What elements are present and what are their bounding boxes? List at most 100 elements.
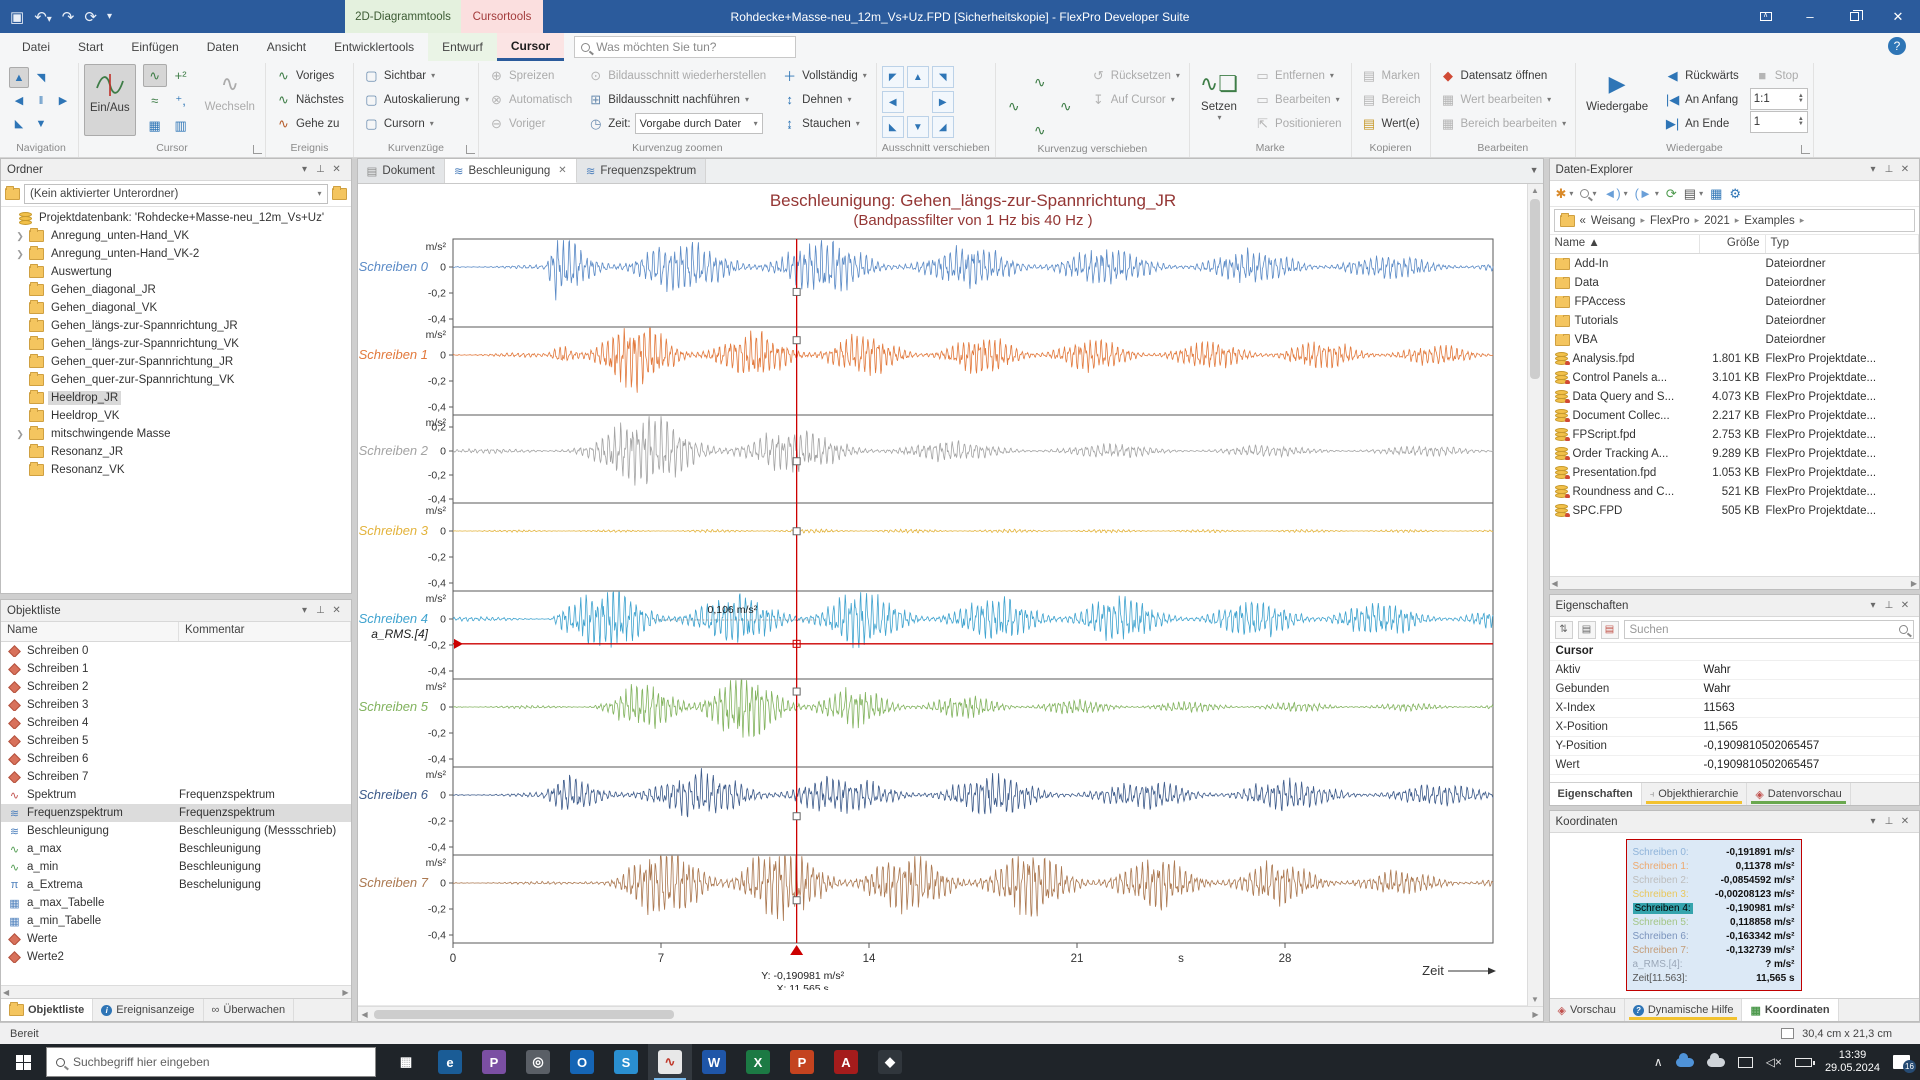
ribbon-tab-daten[interactable]: Daten [193, 33, 253, 61]
minimize-button[interactable]: – [1788, 0, 1832, 33]
pan-arrow-button[interactable]: ◢ [932, 116, 954, 138]
breadcrumb-segment[interactable]: FlexPro [1650, 215, 1690, 227]
close-tab-icon[interactable]: ✕ [558, 165, 566, 176]
redo-icon[interactable]: ↷ [62, 8, 75, 26]
onedrive-icon[interactable] [1676, 1058, 1694, 1067]
ribbon-button-vollständig[interactable]: ＋Vollständig▾ [777, 64, 871, 87]
nav-arrow-button[interactable]: ▶ [53, 90, 73, 111]
restore-button[interactable] [1832, 0, 1876, 33]
taskbar-app-word[interactable]: W [692, 1044, 736, 1080]
panel-menu-icon[interactable]: ▾ [297, 605, 313, 616]
ribbon-button-dehnen[interactable]: ↕Dehnen▾ [777, 88, 871, 111]
ribbon-button-an-anfang[interactable]: |◀An Anfang [1660, 88, 1743, 111]
document-tab-frequenzspektrum[interactable]: ≋Frequenzspektrum [577, 159, 707, 183]
ribbon-button-sichtbar[interactable]: ▢Sichtbar▾ [359, 64, 473, 87]
scroll-thumb[interactable] [1530, 199, 1540, 379]
project-database-root[interactable]: Projektdatenbank: 'Rohdecke+Masse-neu_12… [1, 209, 351, 227]
tree-item-gehen-l-ngs-zur-spannrichtung-vk[interactable]: Gehen_längs-zur-Spannrichtung_VK [1, 335, 351, 353]
object-row-a-min-tabelle[interactable]: ▦a_min_Tabelle [1, 912, 351, 930]
ribbon-button-zeit-[interactable]: ◷Zeit:Vorgabe durch Dater▾ [583, 112, 770, 135]
ribbon-button-gehe-zu[interactable]: ∿Gehe zu [271, 112, 348, 135]
index-table-icon[interactable]: ▦ [1710, 186, 1722, 202]
object-row-frequenzspektrum[interactable]: ≋FrequenzspektrumFrequenzspektrum [1, 804, 351, 822]
object-row-schreiben-0[interactable]: Schreiben 0 [1, 642, 351, 660]
nav-arrow-button[interactable]: ‖ [31, 90, 51, 111]
document-tab-beschleunigung[interactable]: ≋Beschleunigung✕ [445, 159, 577, 183]
column-header-size[interactable]: Größe [1700, 235, 1766, 253]
pin-icon[interactable]: ⊥ [1881, 600, 1897, 611]
object-row-schreiben-4[interactable]: Schreiben 4 [1, 714, 351, 732]
object-row-schreiben-1[interactable]: Schreiben 1 [1, 660, 351, 678]
close-icon[interactable]: ✕ [1897, 816, 1913, 827]
column-header-name[interactable]: Name [1, 622, 179, 641]
ribbon-tab-entwicklertools[interactable]: Entwicklertools [320, 33, 428, 61]
ribbon-search-input[interactable]: Was möchten Sie tun? [574, 36, 796, 58]
ribbon-tab-ansicht[interactable]: Ansicht [253, 33, 320, 61]
ribbon-button-datensatz-öffnen[interactable]: ◆Datensatz öffnen [1436, 64, 1571, 87]
panel-menu-icon[interactable]: ▾ [1865, 816, 1881, 827]
contextual-group-2d[interactable]: 2D-Diagrammtools [345, 0, 461, 33]
chart-canvas[interactable]: Beschleunigung: Gehen_längs-zur-Spannric… [358, 184, 1527, 1005]
expand-chevron-icon[interactable]: ❯ [15, 231, 25, 242]
column-header-name[interactable]: Name ▲ [1550, 235, 1700, 253]
horizontal-scrollbar[interactable]: ◀▶ [1550, 576, 1919, 589]
ribbon-tab-cursor[interactable]: Cursor [497, 33, 564, 61]
ribbon-button-an-ende[interactable]: ▶|An Ende [1660, 112, 1743, 135]
object-list-tab-überwachen[interactable]: ∞Überwachen [204, 999, 295, 1021]
qat-overflow-icon[interactable]: ▾ [107, 11, 112, 22]
settings-gear-icon[interactable]: ⚙ [1729, 186, 1741, 202]
tree-item-gehen-diagonal-jr[interactable]: Gehen_diagonal_JR [1, 281, 351, 299]
object-row-schreiben-2[interactable]: Schreiben 2 [1, 678, 351, 696]
object-row-a-min[interactable]: ∿a_minBeschleunigung [1, 858, 351, 876]
property-row-gebunden[interactable]: GebundenWahr [1550, 680, 1919, 699]
ribbon-tab-start[interactable]: Start [64, 33, 117, 61]
explorer-row-control-panels-a-[interactable]: Control Panels a...3.101 KBFlexPro Proje… [1550, 368, 1919, 387]
tree-item-mitschwingende-masse[interactable]: ❯mitschwingende Masse [1, 425, 351, 443]
tree-item-gehen-l-ngs-zur-spannrichtung-jr[interactable]: Gehen_längs-zur-Spannrichtung_JR [1, 317, 351, 335]
breadcrumb-segment[interactable]: « [1580, 215, 1586, 227]
panel-menu-icon[interactable]: ▾ [297, 164, 313, 175]
scroll-up-icon[interactable]: ▲ [1531, 186, 1539, 195]
taskbar-app-browser[interactable]: e [428, 1044, 472, 1080]
pan-arrow-button[interactable]: ▼ [907, 116, 929, 138]
explorer-row-data-query-and-s-[interactable]: Data Query and S...4.073 KBFlexPro Proje… [1550, 387, 1919, 406]
explorer-row-presentation-fpd[interactable]: Presentation.fpd1.053 KBFlexPro Projektd… [1550, 463, 1919, 482]
cursor-option-icon[interactable]: ▥ [169, 114, 193, 137]
object-row-a-max-tabelle[interactable]: ▦a_max_Tabelle [1, 894, 351, 912]
undo-icon[interactable]: ↶▾ [34, 8, 52, 26]
pin-icon[interactable]: ⊥ [313, 605, 329, 616]
ribbon-tab-datei[interactable]: Datei [8, 33, 64, 61]
nav-arrow-button[interactable]: ◣ [9, 113, 29, 134]
explorer-row-fpaccess[interactable]: FPAccessDateiordner [1550, 292, 1919, 311]
pin-icon[interactable]: ⊥ [313, 164, 329, 175]
cursor-toggle-button[interactable]: Ein/Aus [84, 64, 136, 136]
big-button-wiedergabe[interactable]: ▶Wiedergabe [1581, 64, 1653, 136]
property-row-x-index[interactable]: X-Index11563 [1550, 699, 1919, 718]
column-header-comment[interactable]: Kommentar [179, 622, 351, 641]
taskbar-app-outlook[interactable]: O [560, 1044, 604, 1080]
taskbar-clock[interactable]: 13:39 29.05.2024 [1825, 1049, 1880, 1075]
categorize-icon[interactable]: ▤ [1578, 621, 1596, 639]
folder-up-icon[interactable] [5, 188, 20, 200]
ribbon-button-rückwärts[interactable]: ◀Rückwärts [1660, 64, 1743, 87]
object-row-spektrum[interactable]: ∿SpektrumFrequenzspektrum [1, 786, 351, 804]
property-row-x-position[interactable]: X-Position11,565 [1550, 718, 1919, 737]
object-row-werte2[interactable]: Werte2 [1, 948, 351, 966]
explorer-row-spc-fpd[interactable]: SPC.FPD505 KBFlexPro Projektdate... [1550, 501, 1919, 520]
curve-shift-arrow-icon[interactable]: ∿ [1060, 98, 1072, 115]
explorer-row-fpscript-fpd[interactable]: FPScript.fpd2.753 KBFlexPro Projektdate.… [1550, 425, 1919, 444]
ribbon-button-cursorn[interactable]: ▢Cursorn▾ [359, 112, 473, 135]
pan-arrow-button[interactable]: ◥ [932, 66, 954, 88]
close-icon[interactable]: ✕ [329, 605, 345, 616]
object-list-tab-objektliste[interactable]: Objektliste [1, 999, 93, 1021]
tab-list-dropdown-icon[interactable]: ▼ [1530, 165, 1539, 175]
forward-icon[interactable]: (►▾ [1635, 186, 1659, 201]
panel-menu-icon[interactable]: ▾ [1865, 600, 1881, 611]
object-row-werte[interactable]: Werte [1, 930, 351, 948]
explorer-row-analysis-fpd[interactable]: Analysis.fpd1.801 KBFlexPro Projektdate.… [1550, 349, 1919, 368]
tree-item-gehen-quer-zur-spannrichtung-jr[interactable]: Gehen_quer-zur-Spannrichtung_JR [1, 353, 351, 371]
properties-search-input[interactable]: Suchen [1624, 620, 1914, 639]
big-button-setzen[interactable]: ∿❏Setzen▾ [1195, 64, 1243, 136]
scroll-down-icon[interactable]: ▼ [1531, 995, 1539, 1004]
taskbar-app-skype[interactable]: S [604, 1044, 648, 1080]
